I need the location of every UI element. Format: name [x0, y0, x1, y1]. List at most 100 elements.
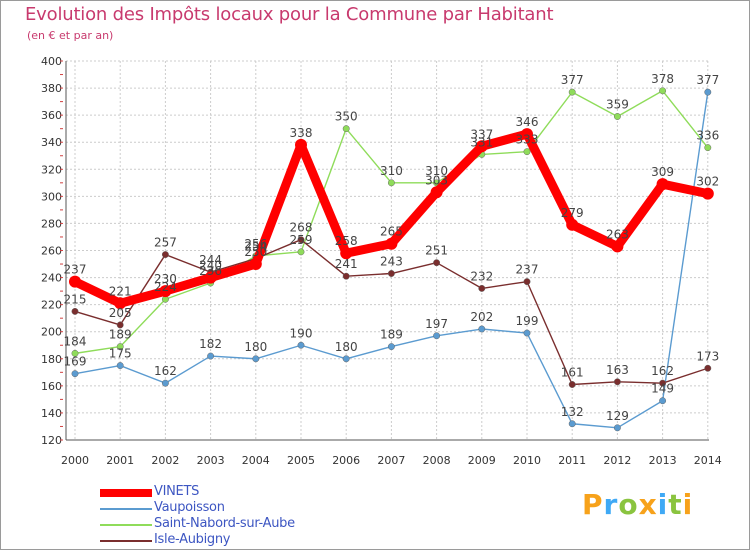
data-label: 350 [335, 110, 358, 124]
chart-title: Evolution des Impôts locaux pour la Comm… [25, 4, 554, 25]
data-label: 205 [109, 306, 132, 320]
data-point [659, 397, 667, 405]
data-point [568, 420, 576, 428]
data-point [71, 307, 79, 315]
logo-letter: t [668, 488, 683, 521]
y-tick-label: 200 [41, 326, 62, 339]
y-tick-label: 240 [41, 272, 62, 285]
data-label: 236 [199, 264, 222, 278]
data-label: 258 [335, 234, 358, 248]
data-point [116, 321, 124, 329]
data-point [387, 270, 395, 277]
x-tick-label: 2000 [61, 454, 89, 467]
y-tick-label: 300 [41, 190, 62, 203]
data-point [342, 272, 350, 280]
y-tick-label: 380 [41, 82, 62, 95]
data-point [297, 236, 305, 244]
data-point [566, 218, 579, 231]
data-label: 189 [109, 328, 132, 342]
logo-letter: x [638, 488, 658, 521]
data-point [342, 125, 350, 133]
legend-swatch [100, 489, 152, 497]
data-point [659, 87, 667, 95]
logo-letter: i [657, 488, 669, 521]
data-label: 163 [606, 363, 629, 377]
y-tick-label: 400 [41, 55, 62, 68]
logo-letter: i [682, 488, 694, 521]
data-point [204, 271, 217, 284]
data-label: 184 [64, 334, 87, 348]
legend-swatch [100, 540, 152, 542]
data-label: 257 [154, 236, 177, 250]
legend-label: VINETS [154, 484, 200, 499]
data-label: 265 [380, 225, 403, 239]
data-label: 331 [470, 135, 493, 149]
data-label: 268 [290, 221, 313, 235]
data-point [433, 259, 441, 267]
data-label: 377 [561, 73, 584, 87]
data-label: 175 [109, 347, 132, 361]
data-label: 254 [244, 240, 267, 254]
data-point [71, 370, 79, 378]
data-label: 232 [470, 269, 493, 283]
data-point [659, 379, 667, 387]
data-label: 279 [561, 206, 584, 220]
data-label: 346 [516, 115, 539, 129]
data-label: 251 [425, 244, 448, 258]
chart-subtitle: (en € et par an) [27, 29, 114, 42]
data-label: 302 [696, 175, 719, 189]
legend-swatch [100, 524, 152, 526]
data-label: 333 [516, 133, 539, 147]
x-tick-label: 2013 [649, 454, 677, 467]
data-point [704, 364, 712, 372]
y-tick-label: 260 [41, 245, 62, 258]
data-point [568, 381, 576, 388]
data-label: 259 [290, 233, 313, 247]
data-point [159, 285, 172, 298]
data-label: 169 [64, 355, 87, 369]
data-point [568, 88, 576, 96]
x-tick-label: 2005 [287, 454, 315, 467]
data-point [430, 186, 443, 199]
data-label: 337 [470, 127, 493, 141]
data-label: 241 [335, 257, 358, 271]
data-label: 162 [154, 364, 177, 378]
data-label: 303 [425, 173, 448, 187]
x-tick-label: 2001 [106, 454, 134, 467]
data-label: 310 [380, 164, 403, 178]
data-point [523, 148, 531, 156]
data-point [342, 355, 350, 363]
data-point [295, 138, 307, 151]
y-tick-label: 280 [41, 217, 62, 230]
data-point [701, 187, 714, 200]
data-point [523, 278, 531, 286]
data-point [704, 88, 712, 96]
data-label: 243 [380, 255, 403, 269]
y-tick-label: 120 [41, 434, 62, 447]
data-point [161, 379, 169, 387]
data-point [478, 284, 486, 292]
data-point [71, 349, 79, 357]
legend-swatch [100, 508, 152, 510]
x-tick-label: 2009 [468, 454, 496, 467]
data-label: 182 [199, 337, 222, 351]
data-label: 161 [561, 366, 584, 380]
data-label: 250 [244, 245, 267, 259]
data-label: 190 [290, 326, 313, 340]
y-tick-label: 220 [41, 299, 62, 312]
y-tick-label: 160 [41, 380, 62, 393]
data-point [475, 140, 488, 153]
data-point [611, 240, 624, 253]
data-label: 202 [470, 310, 493, 324]
data-point [161, 251, 169, 259]
data-label: 336 [696, 129, 719, 143]
data-label: 132 [561, 405, 584, 419]
data-label: 162 [651, 364, 674, 378]
data-point [114, 297, 127, 310]
data-label: 310 [425, 164, 448, 178]
data-point [69, 275, 81, 288]
legend-label: Vaupoisson [154, 500, 225, 515]
data-point [387, 343, 395, 351]
data-point [656, 178, 669, 191]
